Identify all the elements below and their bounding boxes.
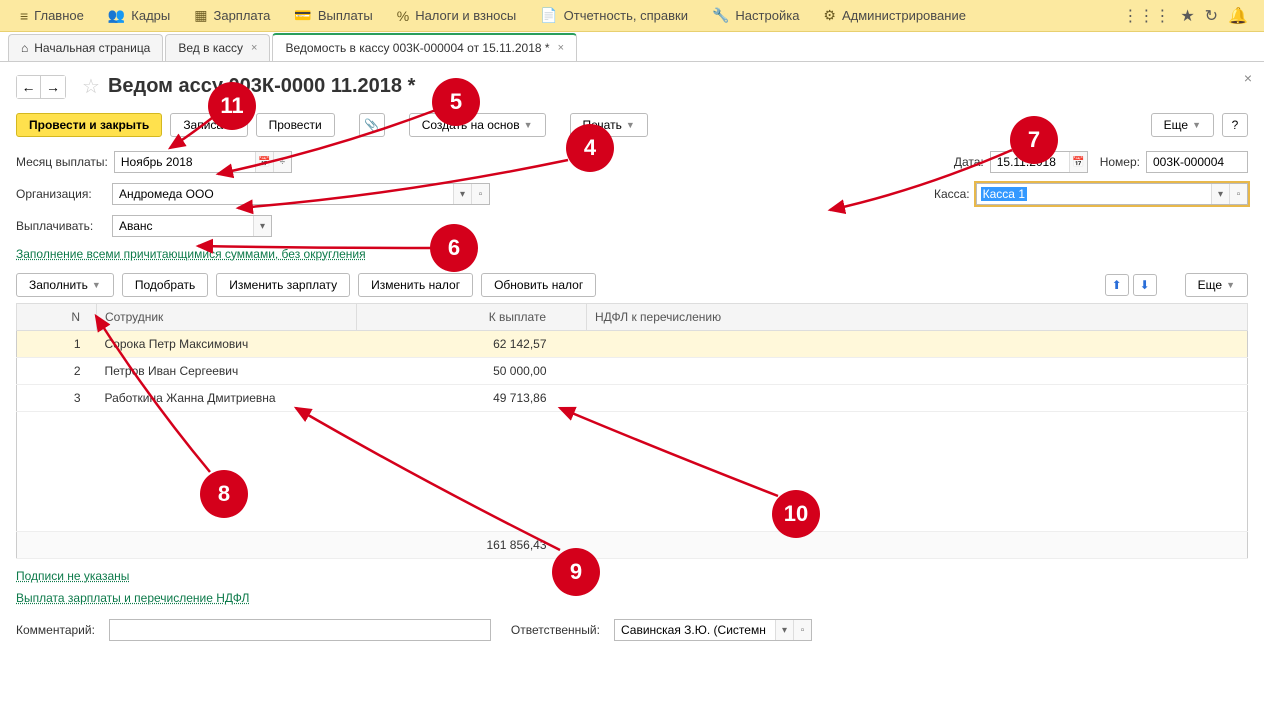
table-row[interactable]: 2Петров Иван Сергеевич50 000,00 [17, 358, 1248, 385]
pay-type-field[interactable]: ▾ [112, 215, 272, 237]
change-salary-button[interactable]: Изменить зарплату [216, 273, 350, 297]
change-tax-button[interactable]: Изменить налог [358, 273, 473, 297]
wrench-icon: 🔧 [712, 7, 729, 24]
apps-icon[interactable]: ⋮⋮⋮ [1122, 6, 1170, 26]
attach-button[interactable]: 📎 [359, 113, 385, 137]
dropdown-icon[interactable]: ▾ [453, 184, 471, 204]
responsible-label: Ответственный: [511, 623, 600, 637]
number-label: Номер: [1100, 155, 1140, 169]
create-based-button[interactable]: Создать на основ▼ [409, 113, 546, 137]
dropdown-icon[interactable]: ▾ [253, 216, 271, 236]
home-icon: ⌂ [21, 41, 28, 55]
comment-field[interactable] [109, 619, 491, 641]
col-n[interactable]: N [17, 304, 97, 331]
nav-back-button[interactable]: ← [17, 76, 41, 98]
help-button[interactable]: ? [1222, 113, 1248, 137]
pay-label: Выплачивать: [16, 219, 106, 233]
org-label: Организация: [16, 187, 106, 201]
pick-button[interactable]: Подобрать [122, 273, 208, 297]
tab-home[interactable]: ⌂Начальная страница [8, 34, 163, 61]
number-field[interactable] [1146, 151, 1248, 173]
dropdown-icon[interactable]: ▾ [1211, 184, 1229, 204]
percent-icon: % [397, 8, 409, 24]
row-up-button[interactable]: ⬆ [1105, 274, 1129, 296]
gear-icon: ⚙ [823, 7, 836, 24]
nav-forward-button[interactable]: → [41, 76, 65, 98]
open-icon[interactable]: ▫ [471, 184, 489, 204]
table-row[interactable]: 1Сорока Петр Максимович62 142,57 [17, 331, 1248, 358]
payment-ndfl-link[interactable]: Выплата зарплаты и перечисление НДФЛ [16, 591, 249, 605]
menu-settings[interactable]: 🔧Настройка [700, 0, 811, 32]
bell-icon[interactable]: 🔔 [1228, 6, 1248, 26]
tab-doc1[interactable]: Вед в кассу× [165, 34, 270, 61]
row-down-button[interactable]: ⬇ [1133, 274, 1157, 296]
submit-close-button[interactable]: Провести и закрыть [16, 113, 162, 137]
step-badge-8: 8 [200, 470, 248, 518]
menu-personnel[interactable]: 👥Кадры [96, 0, 182, 32]
paperclip-icon: 📎 [364, 118, 379, 132]
cash-label: Касса: [934, 187, 970, 201]
more-button[interactable]: Еще▼ [1151, 113, 1214, 137]
stepper-icon[interactable]: ÷ [273, 152, 291, 172]
doc-icon: 📄 [540, 7, 557, 24]
menu-taxes[interactable]: %Налоги и взносы [385, 0, 529, 32]
grid-icon: ▦ [194, 7, 207, 24]
calendar-icon[interactable]: 📅 [255, 152, 273, 172]
step-badge-7: 7 [1010, 116, 1058, 164]
page-title: Ведом ассу 003К-0000 11.2018 * [108, 75, 415, 98]
submit-button[interactable]: Провести [256, 113, 335, 137]
col-ndfl[interactable]: НДФЛ к перечислению [587, 304, 1248, 331]
people-icon: 👥 [108, 7, 125, 24]
month-label: Месяц выплаты: [16, 155, 108, 169]
col-employee[interactable]: Сотрудник [97, 304, 357, 331]
table-more-button[interactable]: Еще▼ [1185, 273, 1248, 297]
table-row[interactable]: 3Работкина Жанна Дмитриевна49 713,86 [17, 385, 1248, 412]
step-badge-4: 4 [566, 124, 614, 172]
employee-table: N Сотрудник К выплате НДФЛ к перечислени… [16, 303, 1248, 559]
comment-label: Комментарий: [16, 623, 95, 637]
menu-main[interactable]: ≡Главное [8, 0, 96, 32]
org-field[interactable]: ▾ ▫ [112, 183, 490, 205]
cash-field[interactable]: Касса 1 ▾ ▫ [976, 183, 1248, 205]
open-icon[interactable]: ▫ [793, 620, 811, 640]
total-cell: 161 856,43 [357, 532, 587, 559]
document-tabs: ⌂Начальная страница Вед в кассу× Ведомос… [0, 32, 1264, 62]
open-icon[interactable]: ▫ [1229, 184, 1247, 204]
close-icon[interactable]: × [558, 42, 564, 54]
signatures-link[interactable]: Подписи не указаны [16, 569, 129, 583]
main-menubar: ≡Главное 👥Кадры ▦Зарплата 💳Выплаты %Нало… [0, 0, 1264, 32]
date-label: Дата: [954, 155, 984, 169]
step-badge-11: 11 [208, 82, 256, 130]
menu-reports[interactable]: 📄Отчетность, справки [528, 0, 700, 32]
favorite-star-icon[interactable]: ☆ [82, 74, 100, 99]
update-tax-button[interactable]: Обновить налог [481, 273, 596, 297]
step-badge-9: 9 [552, 548, 600, 596]
card-icon: 💳 [294, 7, 311, 24]
menu-icon: ≡ [20, 8, 28, 24]
menu-payments[interactable]: 💳Выплаты [282, 0, 384, 32]
close-page-icon[interactable]: × [1244, 70, 1252, 86]
menu-admin[interactable]: ⚙Администрирование [811, 0, 978, 32]
step-badge-6: 6 [430, 224, 478, 272]
tab-doc2[interactable]: Ведомость в кассу 003К-000004 от 15.11.2… [272, 33, 577, 61]
calendar-icon[interactable]: 📅 [1069, 152, 1087, 172]
fill-button[interactable]: Заполнить▼ [16, 273, 114, 297]
close-icon[interactable]: × [251, 42, 257, 54]
nav-arrows: ← → [16, 75, 66, 99]
fill-options-link[interactable]: Заполнение всеми причитающимися суммами,… [16, 247, 366, 261]
month-field[interactable]: 📅 ÷ [114, 151, 292, 173]
menu-salary[interactable]: ▦Зарплата [182, 0, 282, 32]
responsible-field[interactable]: ▾ ▫ [614, 619, 812, 641]
step-badge-10: 10 [772, 490, 820, 538]
col-pay[interactable]: К выплате [357, 304, 587, 331]
step-badge-5: 5 [432, 78, 480, 126]
history-icon[interactable]: ↻ [1205, 6, 1218, 26]
dropdown-icon[interactable]: ▾ [775, 620, 793, 640]
star-icon[interactable]: ★ [1180, 6, 1194, 26]
